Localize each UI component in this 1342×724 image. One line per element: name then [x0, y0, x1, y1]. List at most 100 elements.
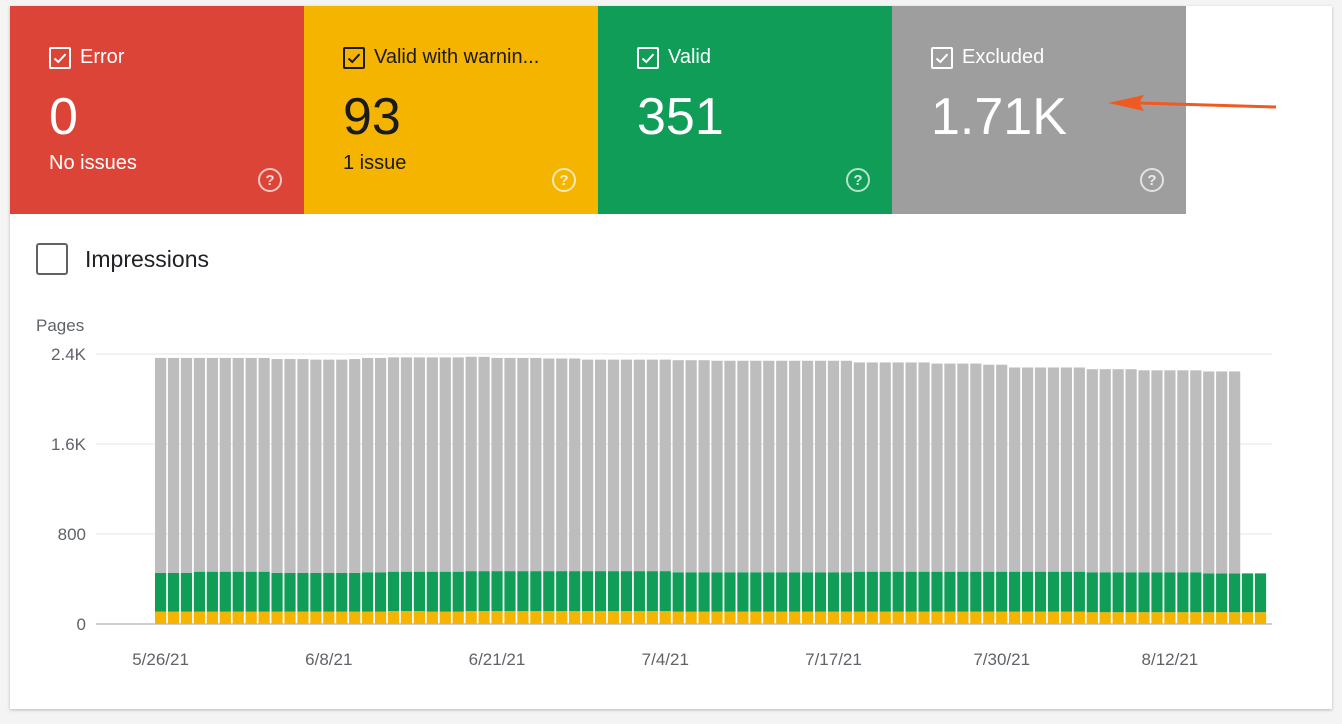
chart-bar-valid: [374, 572, 387, 612]
chart-bar-excluded: [258, 357, 270, 572]
chart-y-tick-label: 0: [77, 615, 86, 634]
chart-bar-warning: [530, 611, 542, 624]
chart-bar-valid: [452, 571, 464, 612]
checkbox-checked-icon[interactable]: [343, 46, 365, 69]
chart-bar-excluded: [206, 357, 218, 572]
checkbox-checked-icon[interactable]: [931, 46, 953, 69]
chart-bar-excluded: [1177, 370, 1189, 573]
chart-bar-excluded: [374, 357, 387, 573]
chart-bar-warning: [672, 611, 684, 625]
chart-bar-valid: [646, 571, 658, 612]
chart-y-tick-label: 2.4K: [51, 345, 87, 364]
help-icon[interactable]: ?: [552, 168, 576, 192]
chart-bar-excluded: [517, 357, 529, 572]
chart-bar-excluded: [892, 362, 904, 572]
chart-bar-warning: [840, 611, 853, 625]
chart-bar-warning: [607, 611, 620, 624]
checkbox-checked-icon[interactable]: [637, 46, 659, 69]
excluded-card-count: 1.71K: [931, 88, 1067, 146]
chart-bar-excluded: [1060, 367, 1072, 572]
chart-bar-valid: [284, 572, 296, 612]
chart-bar-valid: [1177, 572, 1189, 613]
chart-bar-warning: [543, 611, 555, 624]
chart-bar-excluded: [439, 357, 451, 572]
chart-bar-valid: [918, 571, 930, 612]
chart-bar-excluded: [685, 360, 697, 573]
chart-bar-warning: [310, 611, 322, 625]
chart-bar-valid: [556, 571, 568, 612]
valid-card[interactable]: Valid 351 ?: [598, 6, 892, 214]
chart-bar-valid: [685, 572, 697, 612]
chart-bar-warning: [1151, 612, 1163, 624]
chart-bar-warning: [931, 611, 943, 625]
chart-bar-valid: [1021, 571, 1034, 612]
chart-bar-excluded: [310, 359, 322, 573]
impressions-toggle[interactable]: Impressions: [36, 243, 209, 275]
chart-bar-excluded: [646, 359, 658, 572]
chart-bar-warning: [517, 611, 529, 624]
checkbox-checked-icon[interactable]: [49, 46, 71, 69]
chart-bar-excluded: [1138, 370, 1150, 573]
chart-x-tick-label: 8/12/21: [1142, 650, 1199, 669]
chart-bar-warning: [400, 611, 413, 624]
chart-bar-excluded: [931, 363, 943, 572]
chart-bar-valid: [892, 571, 904, 612]
chart-y-tick-label: 1.6K: [51, 435, 87, 454]
chart-bar-valid: [814, 572, 827, 612]
chart-bar-warning: [426, 611, 438, 625]
warning-card[interactable]: Valid with warnin... 93 1 issue ?: [304, 6, 598, 214]
chart-bar-warning: [594, 611, 607, 624]
error-card[interactable]: Error 0 No issues ?: [10, 6, 304, 214]
chart-bar-warning: [167, 611, 180, 625]
chart-bar-excluded: [827, 360, 840, 573]
chart-bar-warning: [556, 611, 568, 624]
chart-bar-excluded: [362, 357, 374, 573]
chart-bar-valid: [944, 571, 956, 612]
chart-bar-warning: [582, 611, 594, 624]
chart-bar-warning: [1099, 612, 1111, 624]
help-icon[interactable]: ?: [846, 168, 870, 192]
chart-bar-valid: [530, 571, 542, 612]
chart-bar-excluded: [193, 357, 206, 572]
index-coverage-panel: Error 0 No issues ? Valid with warnin...…: [10, 6, 1332, 709]
chart-bar-warning: [1034, 611, 1047, 625]
chart-x-tick-label: 7/30/21: [973, 650, 1030, 669]
chart-bar-warning: [1060, 611, 1072, 625]
excluded-card[interactable]: Excluded 1.71K ?: [892, 6, 1186, 214]
chart-bar-valid: [1125, 572, 1137, 613]
chart-bar-warning: [1047, 611, 1060, 625]
chart-bar-valid: [426, 571, 438, 612]
chart-bar-valid: [970, 571, 982, 612]
chart-bar-excluded: [814, 360, 827, 573]
chart-bar-valid: [297, 572, 309, 612]
chart-bar-excluded: [387, 357, 400, 572]
chart-bar-warning: [1254, 612, 1267, 624]
chart-bar-excluded: [1151, 370, 1163, 573]
impressions-checkbox[interactable]: [36, 243, 68, 275]
help-icon[interactable]: ?: [258, 168, 282, 192]
chart-bar-excluded: [245, 357, 257, 572]
warning-card-header: Valid with warnin...: [343, 46, 539, 69]
chart-bar-valid: [232, 571, 244, 612]
chart-bar-valid: [983, 571, 995, 612]
chart-x-tick-label: 6/21/21: [469, 650, 526, 669]
chart-bar-warning: [387, 611, 400, 624]
chart-bar-valid: [763, 572, 775, 612]
chart-bar-valid: [491, 571, 503, 612]
error-card-header: Error: [49, 46, 124, 69]
chart-bar-valid: [245, 571, 257, 612]
chart-bar-warning: [465, 611, 477, 624]
chart-bar-warning: [944, 611, 956, 625]
chart-bar-warning: [478, 611, 490, 624]
chart-bar-excluded: [840, 360, 853, 573]
chart-bar-warning: [853, 611, 865, 625]
chart-bar-valid: [776, 572, 788, 612]
chart-bar-excluded: [594, 359, 607, 572]
impressions-label: Impressions: [85, 245, 209, 272]
chart-bar-warning: [504, 611, 516, 624]
chart-bar-valid: [465, 571, 477, 612]
chart-bar-valid: [607, 571, 620, 612]
chart-bar-warning: [802, 611, 814, 625]
chart-bar-warning: [750, 611, 762, 625]
help-icon[interactable]: ?: [1140, 168, 1164, 192]
